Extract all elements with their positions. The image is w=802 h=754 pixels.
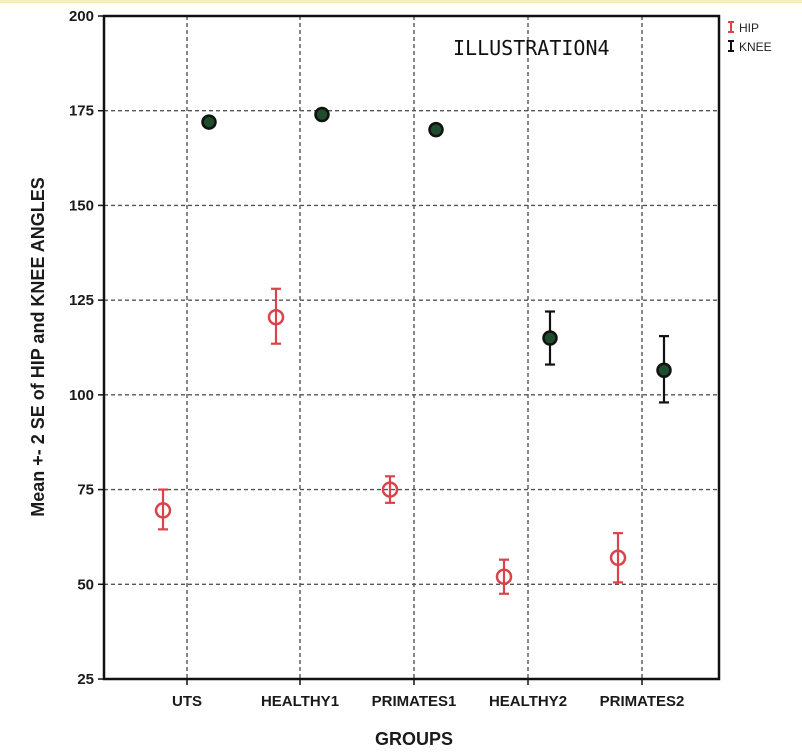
knee-point — [656, 362, 672, 378]
hip-error-bar — [158, 488, 168, 531]
y-tick-label: 50 — [77, 576, 94, 593]
hip-point — [267, 308, 285, 326]
legend-label-knee: KNEE — [739, 40, 772, 54]
legend-item-knee: KNEE — [728, 40, 772, 54]
y-axis-ticks: 25 50 75 100 125 150 175 200 — [69, 8, 104, 688]
x-tick-label: HEALTHY1 — [261, 693, 339, 710]
x-tick-label: PRIMATES1 — [372, 693, 457, 710]
legend: HIP KNEE — [728, 21, 772, 54]
legend-label-hip: HIP — [739, 21, 759, 35]
knee-point — [314, 106, 330, 123]
top-border — [0, 0, 802, 3]
knee-point — [428, 121, 444, 138]
legend-item-hip: HIP — [728, 21, 759, 35]
hip-error-bar-icon — [728, 21, 734, 33]
hip-error-bar — [613, 532, 623, 584]
hip-point — [154, 502, 172, 519]
x-tick-label: PRIMATES2 — [600, 693, 685, 710]
error-bars — [158, 287, 669, 595]
data-points — [154, 106, 672, 585]
y-tick-label: 175 — [69, 103, 94, 120]
y-tick-label: 75 — [77, 482, 94, 499]
hip-error-bar — [499, 558, 509, 595]
hip-error-bar — [385, 475, 395, 504]
knee-point — [542, 330, 558, 346]
knee-error-bar-icon — [728, 40, 734, 52]
y-tick-label: 25 — [77, 671, 94, 688]
plot-frame — [102, 14, 721, 681]
x-axis-title: GROUPS — [375, 729, 453, 749]
hip-error-bar — [271, 287, 281, 345]
y-tick-label: 100 — [69, 387, 94, 404]
y-axis-title: Mean +- 2 SE of HIP and KNEE ANGLES — [28, 177, 48, 517]
plot-background — [104, 16, 719, 679]
gridlines — [104, 16, 719, 679]
y-tick-label: 125 — [69, 292, 94, 309]
hip-point — [495, 568, 513, 585]
y-tick-label: 200 — [69, 8, 94, 25]
hip-point — [381, 481, 399, 498]
x-axis-ticks: UTS HEALTHY1 PRIMATES1 HEALTHY2 PRIMATES2 — [172, 679, 684, 710]
knee-point — [201, 114, 217, 130]
x-tick-label: UTS — [172, 693, 202, 710]
chart-title: ILLUSTRATION4 — [453, 36, 610, 60]
x-tick-label: HEALTHY2 — [489, 693, 567, 710]
hip-point — [609, 549, 627, 567]
y-tick-label: 150 — [69, 197, 94, 214]
